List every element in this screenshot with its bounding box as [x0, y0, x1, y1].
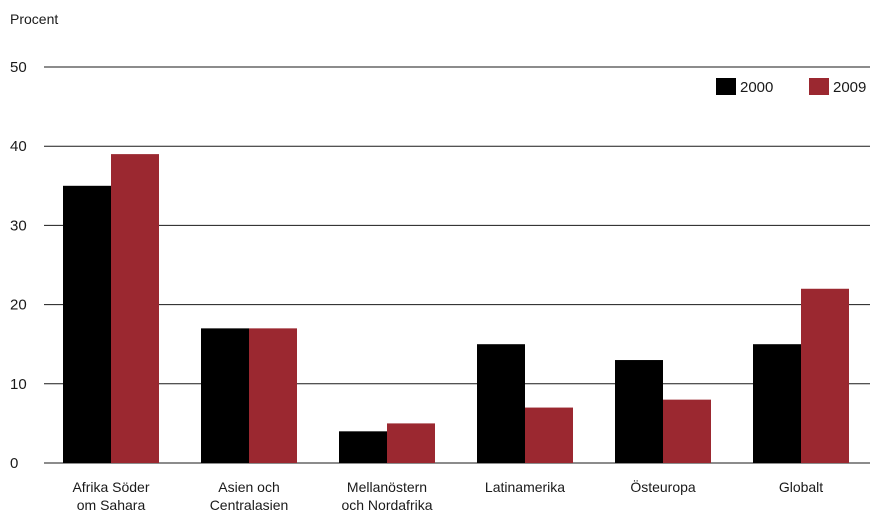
- bar-2009-4: [663, 399, 711, 463]
- y-tick-labels: 0 10 20 30 40 50: [10, 59, 27, 472]
- y-tick-label: 40: [10, 138, 27, 155]
- x-tick-label: Asien och: [218, 479, 279, 495]
- x-tick-label: Centralasien: [210, 497, 289, 513]
- x-tick-label: Afrika Söder: [72, 479, 149, 495]
- bar-2009-5: [801, 288, 849, 463]
- y-axis-label: Procent: [10, 11, 58, 27]
- x-tick-labels: Afrika Söder om Sahara Asien och Centralasi…: [72, 478, 823, 513]
- bar-2009-2: [387, 423, 435, 463]
- y-tick-label: 30: [10, 217, 27, 234]
- legend-label-2009: 2009: [833, 79, 866, 96]
- bar-2000-4: [615, 360, 663, 463]
- bar-2000-1: [201, 328, 249, 463]
- x-tick-label: och Nordafrika: [341, 497, 432, 513]
- x-tick-label: Mellanöstern: [347, 479, 427, 495]
- x-tick-label: om Sahara: [77, 497, 146, 513]
- gridlines: [44, 66, 870, 464]
- y-tick-label: 10: [10, 376, 27, 393]
- x-tick-label: Latinamerika: [485, 479, 565, 495]
- y-tick-label: 50: [10, 59, 27, 76]
- legend-swatch-2000: [716, 78, 736, 95]
- x-tick-label: Östeuropa: [630, 478, 696, 495]
- bar-2000-0: [63, 185, 111, 464]
- bar-2000-3: [477, 344, 525, 463]
- legend-label-2000: 2000: [740, 79, 773, 96]
- bar-2009-0: [111, 154, 159, 463]
- bar-2009-1: [249, 328, 297, 463]
- x-tick-label: Globalt: [779, 479, 823, 495]
- bar-2000-2: [339, 431, 387, 463]
- legend: 2000 2009: [716, 78, 866, 96]
- legend-swatch-2009: [809, 78, 829, 95]
- bars: [63, 154, 849, 464]
- bar-2000-5: [753, 344, 801, 463]
- y-tick-label: 0: [10, 455, 18, 472]
- y-tick-label: 20: [10, 297, 27, 314]
- bar-2009-3: [525, 407, 573, 463]
